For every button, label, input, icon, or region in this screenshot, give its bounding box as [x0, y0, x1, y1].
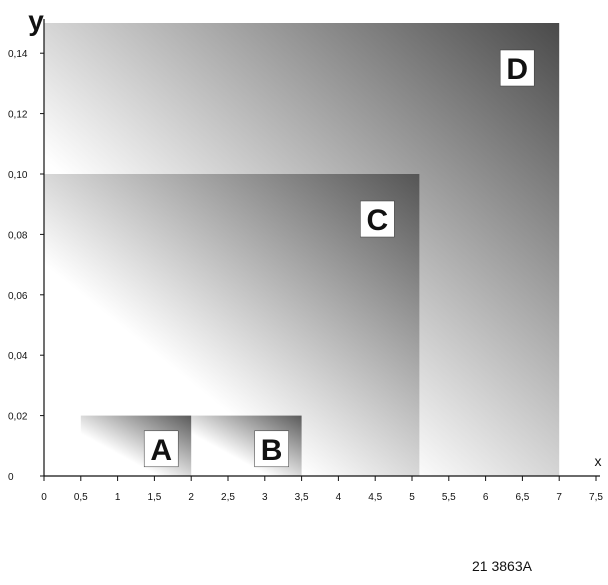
x-tick-label: 7: [556, 492, 562, 503]
x-tick-label: 5: [409, 492, 415, 503]
x-axis-title: x: [595, 453, 602, 469]
y-axis-title: y: [28, 5, 44, 36]
x-tick-label: 0,5: [74, 492, 88, 503]
y-tick-label: 0: [8, 472, 14, 483]
x-tick-label: 3: [262, 492, 268, 503]
x-tick-label: 7,5: [589, 492, 603, 503]
region-d-label: D: [506, 53, 528, 86]
axes-layer: 0 0,02 0,04 0,06 0,08 0,10 0,12 0,14 0 0,5 1 1,5 2 2,…: [8, 5, 603, 503]
region-d-label-box: [499, 49, 535, 87]
x-tick-label: 4,5: [368, 492, 382, 503]
x-tick-label: 1,5: [147, 492, 161, 503]
x-tick-label: 6: [483, 492, 489, 503]
x-tick-label: 5,5: [442, 492, 456, 503]
region-b-label-box: [254, 430, 289, 468]
y-tick-label: 0,06: [8, 291, 28, 302]
x-tick-label: 0: [41, 492, 47, 503]
figure-code: 21 3863A: [472, 558, 532, 574]
region-c-label: C: [367, 204, 389, 237]
x-tick-label: 1: [115, 492, 121, 503]
x-tick-label: 6,5: [515, 492, 529, 503]
region-a-label: A: [150, 434, 172, 467]
y-tick-label: 0,12: [8, 110, 28, 121]
x-tick-label: 3,5: [295, 492, 309, 503]
y-tick-label: 0,02: [8, 412, 28, 423]
x-tick-label: 2,5: [221, 492, 235, 503]
region-a-label-box: [143, 430, 179, 468]
regions-layer: [44, 23, 560, 476]
region-b-label: B: [261, 434, 283, 467]
x-tick-label: 4: [336, 492, 342, 503]
y-tick-label: 0,08: [8, 230, 28, 241]
y-tick-label: 0,14: [8, 49, 28, 60]
y-tick-label: 0,04: [8, 351, 28, 362]
y-tick-label: 0,10: [8, 170, 28, 181]
region-labels-layer: D C B A: [143, 49, 535, 468]
x-tick-label: 2: [188, 492, 194, 503]
region-c-label-box: [360, 200, 395, 238]
